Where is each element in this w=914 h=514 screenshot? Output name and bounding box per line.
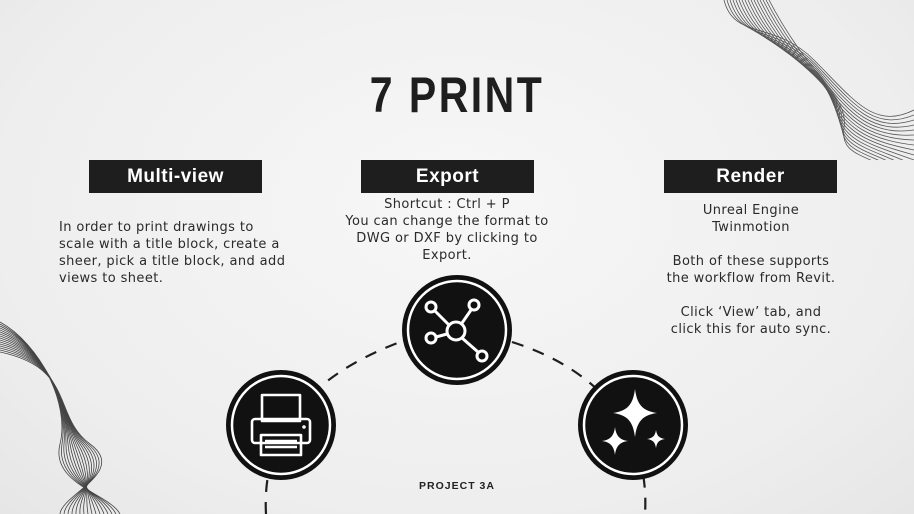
decorative-wave-lines-bottom-left [0, 321, 121, 514]
export-description: Shortcut : Ctrl + P You can change the f… [327, 196, 567, 264]
network-nodes-icon [402, 275, 512, 385]
sparkles-icon [578, 370, 688, 480]
printer-icon [226, 370, 336, 480]
multi-view-label: Multi-view [89, 160, 262, 193]
text-line: the workflow from Revit. [666, 271, 836, 286]
text-line: You can change the format to [345, 214, 549, 229]
text-line: sheer, pick a title block, and add [59, 254, 286, 269]
slide-title: 7 PRINT [369, 67, 545, 123]
text-line: Export. [422, 248, 472, 263]
text-line [640, 236, 862, 253]
render-description: Unreal Engine Twinmotion Both of these s… [640, 202, 862, 338]
export-label: Export [361, 160, 534, 193]
text-line: Both of these supports [672, 254, 830, 269]
project-footer: PROJECT 3A [419, 480, 495, 492]
text-line: In order to print drawings to [59, 220, 254, 235]
render-label: Render [664, 160, 837, 193]
text-line: scale with a title block, create a [59, 237, 280, 252]
text-line: Twinmotion [712, 220, 790, 235]
text-line [640, 287, 862, 304]
multi-view-description: In order to print drawings to scale with… [59, 219, 319, 287]
text-line: Shortcut : Ctrl + P [384, 197, 510, 212]
text-line: DWG or DXF by clicking to [356, 231, 538, 246]
decorative-wave-lines-top-right [723, 0, 914, 160]
text-line: Click ‘View’ tab, and [680, 305, 822, 320]
text-line: click this for auto sync. [670, 322, 832, 337]
text-line: views to sheet. [59, 271, 164, 286]
text-line: Unreal Engine [702, 203, 800, 218]
